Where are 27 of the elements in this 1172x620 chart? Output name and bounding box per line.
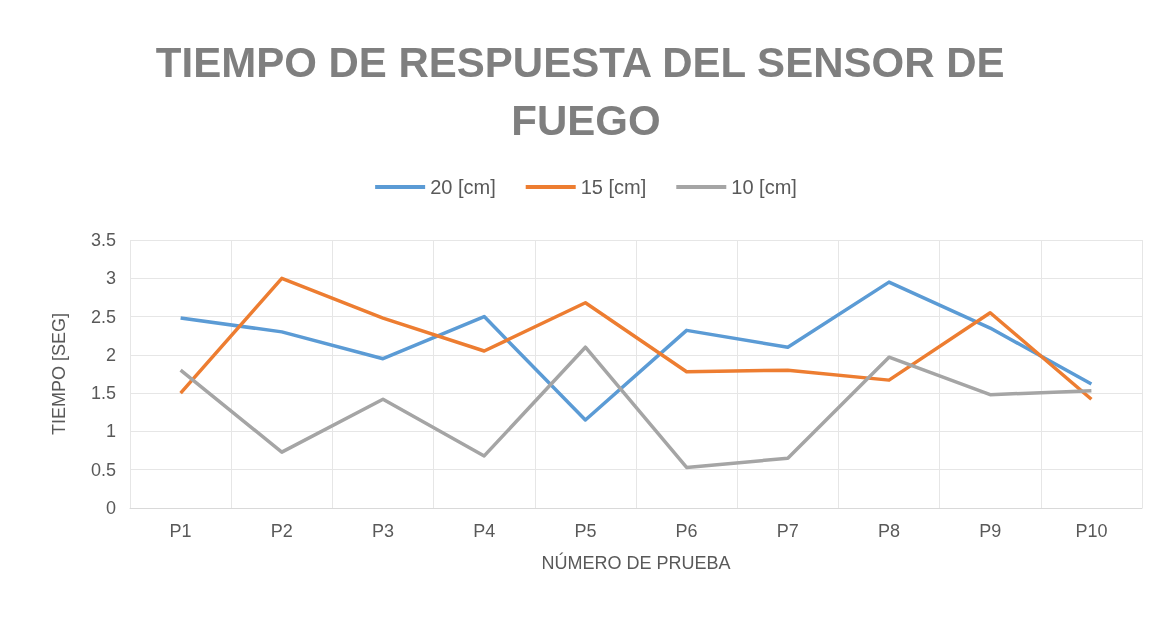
x-tick-label: P5: [574, 521, 597, 541]
x-tick-label: P2: [270, 521, 293, 541]
x-tick-label: P3: [371, 521, 395, 541]
y-tick-label: 0: [105, 498, 116, 518]
line-series: [178, 345, 1094, 470]
line-series: [178, 280, 1094, 422]
x-tick-label: P8: [877, 521, 901, 541]
y-tick-label: 1.5: [90, 383, 116, 404]
x-tick-label: P10: [1075, 521, 1108, 541]
y-tick-label: 0.5: [90, 459, 116, 480]
legend-label: 15 [cm]: [580, 176, 647, 198]
x-tick-label: P7: [776, 521, 799, 541]
chart-title: TIEMPO DE RESPUESTA DEL SENSOR DE FUEGO: [155, 38, 1017, 144]
y-tick-label: 3: [105, 268, 116, 289]
y-tick-label: 1: [105, 421, 116, 442]
x-tick-label: P1: [169, 521, 192, 541]
x-tick-label: P4: [473, 521, 496, 541]
x-tick-label: P6: [675, 521, 698, 541]
y-axis-title: TIEMPO [SEG]: [49, 312, 69, 436]
y-tick-label: 2.5: [90, 306, 116, 327]
y-tick-label: 3.5: [90, 230, 116, 250]
line-series: [178, 276, 1094, 402]
x-axis-title: NÚMERO DE PRUEBA: [541, 552, 731, 573]
y-tick-label: 2: [105, 344, 116, 365]
legend-label: 20 [cm]: [430, 176, 496, 198]
legend-label: 10 [cm]: [731, 176, 797, 198]
x-tick-label: P9: [979, 521, 1002, 541]
